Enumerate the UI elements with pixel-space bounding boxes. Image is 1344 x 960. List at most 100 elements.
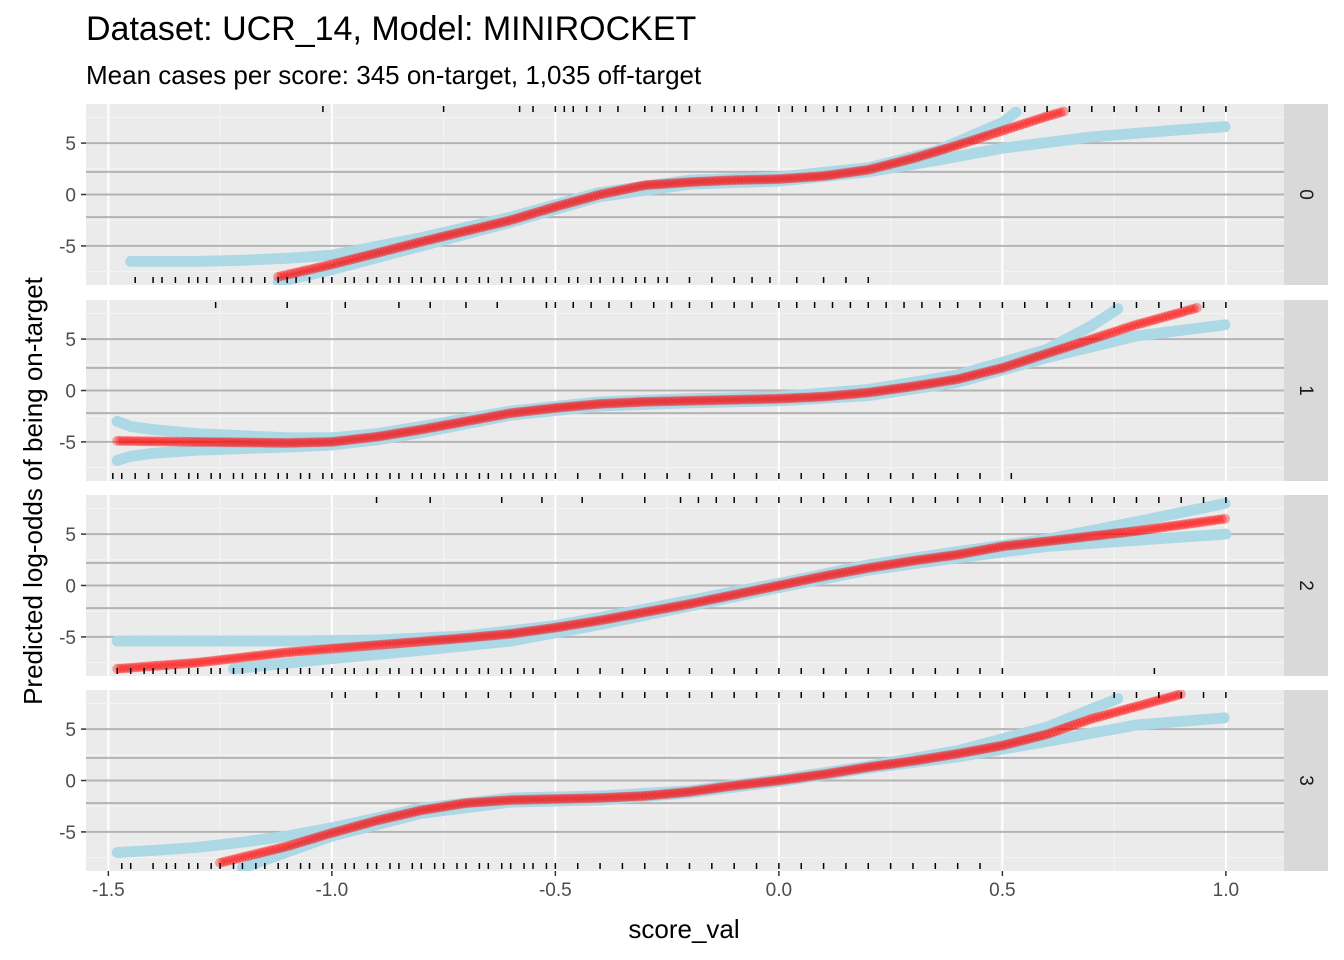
facet-strip-label: 2 <box>1295 580 1316 591</box>
prediction-point <box>325 436 336 447</box>
prediction-point <box>1041 348 1052 359</box>
prediction-point <box>415 636 426 647</box>
prediction-point <box>812 770 823 781</box>
prediction-point <box>947 550 958 561</box>
facet-strip <box>1284 690 1328 871</box>
prediction-point <box>124 662 135 673</box>
prediction-point <box>159 436 170 447</box>
prediction-point <box>631 608 642 619</box>
facet-panel-3: 5 0 -5 3 <box>59 690 1328 871</box>
prediction-point <box>802 172 813 183</box>
prediction-point <box>814 171 825 182</box>
prediction-point <box>321 437 332 448</box>
prediction-point <box>1182 518 1193 529</box>
prediction-point <box>1029 537 1040 548</box>
prediction-point <box>196 657 207 668</box>
prediction-point <box>337 825 348 836</box>
prediction-point <box>1051 535 1062 546</box>
prediction-point <box>1027 116 1038 127</box>
prediction-point <box>284 647 295 658</box>
prediction-point <box>443 419 454 430</box>
prediction-point <box>914 151 925 162</box>
prediction-point <box>919 554 930 565</box>
prediction-point <box>415 424 426 435</box>
facet-strip <box>1284 104 1328 285</box>
y-tick-label: -5 <box>59 628 76 649</box>
prediction-point <box>418 804 429 815</box>
prediction-point <box>733 175 744 186</box>
prediction-point <box>1000 739 1011 750</box>
points-layer <box>111 497 1232 675</box>
prediction-point <box>979 367 990 378</box>
prediction-point <box>922 553 933 564</box>
prediction-point <box>1088 333 1099 344</box>
prediction-point <box>753 584 764 595</box>
prediction-point <box>874 162 885 173</box>
prediction-point <box>258 847 269 858</box>
prediction-point <box>928 752 939 763</box>
prediction-point <box>909 755 920 766</box>
prediction-point <box>928 378 939 389</box>
prediction-point <box>1107 528 1118 539</box>
x-tick-label: 0.5 <box>989 880 1015 901</box>
prediction-point <box>384 812 395 823</box>
prediction-point <box>1046 110 1057 121</box>
prediction-point <box>959 747 970 758</box>
prediction-point <box>810 573 821 584</box>
prediction-point <box>227 854 238 865</box>
prediction-point <box>981 743 992 754</box>
prediction-point <box>171 436 182 447</box>
prediction-point <box>730 175 741 186</box>
prediction-point <box>793 772 804 783</box>
prediction-point <box>1091 530 1102 541</box>
facet-strip <box>1284 300 1328 481</box>
prediction-point <box>1138 525 1149 536</box>
prediction-point <box>908 153 919 164</box>
y-tick-label: 5 <box>65 525 76 546</box>
prediction-point <box>495 217 506 228</box>
prediction-point <box>240 652 251 663</box>
prediction-point <box>1016 735 1027 746</box>
prediction-point <box>1154 313 1165 324</box>
prediction-point <box>691 597 702 608</box>
prediction-point <box>534 404 545 415</box>
prediction-point <box>750 585 761 596</box>
prediction-point <box>218 654 229 665</box>
prediction-point <box>397 638 408 649</box>
prediction-point <box>589 191 600 202</box>
prediction-point <box>409 425 420 436</box>
prediction-point <box>956 748 967 759</box>
prediction-point <box>1138 317 1149 328</box>
prediction-point <box>302 835 313 846</box>
prediction-point <box>478 631 489 642</box>
prediction-point <box>1172 690 1183 701</box>
prediction-point <box>581 617 592 628</box>
prediction-point <box>643 790 654 801</box>
prediction-point <box>860 563 871 574</box>
prediction-point <box>1101 529 1112 540</box>
prediction-point <box>321 644 332 655</box>
chart-subtitle: Mean cases per score: 345 on-target, 1,0… <box>86 60 702 90</box>
prediction-point <box>330 826 341 837</box>
prediction-point <box>768 776 779 787</box>
prediction-point <box>894 757 905 768</box>
prediction-point <box>318 830 329 841</box>
prediction-point <box>290 838 301 849</box>
prediction-point <box>899 155 910 166</box>
prediction-point <box>933 145 944 156</box>
prediction-point <box>609 398 620 409</box>
prediction-point <box>399 809 410 820</box>
prediction-point <box>181 436 192 447</box>
prediction-point <box>653 789 664 800</box>
prediction-point <box>1138 699 1149 710</box>
prediction-point <box>218 437 229 448</box>
prediction-point <box>490 410 501 421</box>
prediction-point <box>955 139 966 150</box>
prediction-point <box>569 619 580 630</box>
prediction-point <box>203 656 214 667</box>
interval-upper-point <box>1219 497 1231 509</box>
prediction-point <box>431 635 442 646</box>
prediction-point <box>600 614 611 625</box>
prediction-point <box>512 794 523 805</box>
prediction-point <box>348 254 359 265</box>
